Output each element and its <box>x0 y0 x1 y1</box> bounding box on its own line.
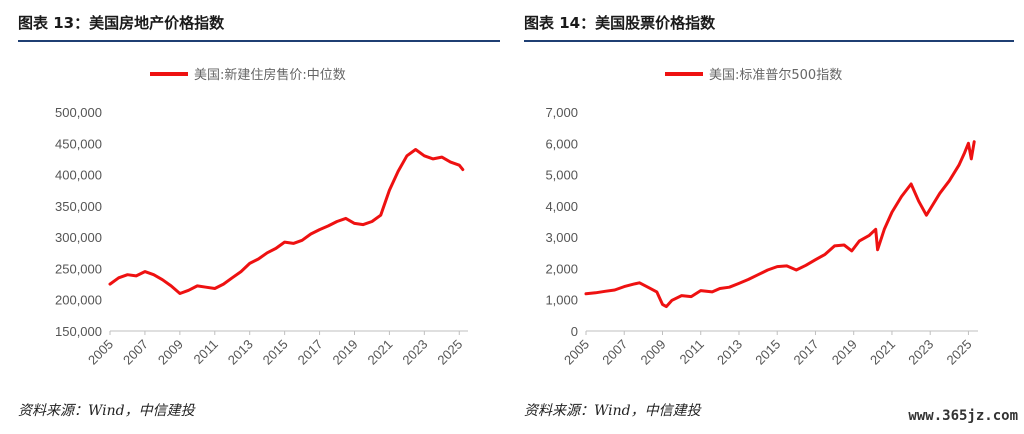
chart-1-x-tick-label: 2023 <box>399 337 430 368</box>
chart-2-x-tick-label: 2023 <box>905 337 936 368</box>
chart-1-y-tick-label: 350,000 <box>55 199 102 214</box>
chart-1-y-tick-label: 300,000 <box>55 230 102 245</box>
chart-13-title: 图表 13：美国房地产价格指数 <box>18 14 225 32</box>
chart-14-source: 资料来源：Wind，中信建投 <box>524 403 701 419</box>
chart-2-x-tick-label: 2025 <box>944 337 975 368</box>
chart-1-y-tick-label: 500,000 <box>55 105 102 120</box>
chart-1-legend-label: 美国:新建住房售价:中位数 <box>194 67 346 83</box>
chart-2-x-tick-label: 2011 <box>676 337 706 367</box>
chart-2-y-tick-label: 7,000 <box>545 105 578 120</box>
chart-2-legend-label: 美国:标准普尔500指数 <box>709 68 842 83</box>
chart-2-x-tick-label: 2019 <box>829 337 860 368</box>
chart-1-x-tick-label: 2007 <box>120 337 151 368</box>
chart-1-x-tick-label: 2025 <box>434 337 465 368</box>
chart-13-title-rule <box>18 40 500 42</box>
chart-1-x-tick-label: 2009 <box>155 337 186 368</box>
watermark: www.365jz.com <box>908 408 1018 424</box>
chart-1-y-tick-label: 200,000 <box>55 293 102 308</box>
chart-1-x-tick-label: 2021 <box>364 337 395 368</box>
chart-2-series-line <box>584 140 976 309</box>
chart-1-y-tick-label: 450,000 <box>55 136 102 151</box>
chart-2-x-tick-label: 2009 <box>638 337 669 368</box>
chart-1-x-tick-label: 2011 <box>191 337 221 367</box>
chart-1-x-tick-label: 2013 <box>225 337 256 368</box>
chart-2-x-tick-label: 2015 <box>752 337 783 368</box>
chart-14-title-rule <box>524 40 1014 42</box>
chart-1-x-tick-label: 2005 <box>85 337 116 368</box>
chart-1-x-tick-label: 2017 <box>295 337 326 368</box>
chart-2-x-tick-label: 2005 <box>561 337 592 368</box>
chart-14-title: 图表 14：美国股票价格指数 <box>524 14 716 32</box>
chart-2-x-tick-label: 2017 <box>791 337 822 368</box>
chart-2-y-tick-label: 2,000 <box>545 261 578 276</box>
chart-1-y-tick-label: 150,000 <box>55 324 102 339</box>
chart-1-series-line <box>108 148 465 295</box>
chart-2-y-tick-label: 1,000 <box>545 293 578 308</box>
chart-13-source: 资料来源：Wind，中信建投 <box>18 403 195 419</box>
chart-1-y-tick-label: 250,000 <box>55 261 102 276</box>
chart-2-x-tick-label: 2013 <box>714 337 745 368</box>
chart-2-y-tick-label: 0 <box>571 324 578 339</box>
chart-2-y-tick-label: 4,000 <box>545 199 578 214</box>
chart-2-y-tick-label: 6,000 <box>545 136 578 151</box>
chart-2-y-tick-label: 3,000 <box>545 230 578 245</box>
chart-2-y-tick-label: 5,000 <box>545 168 578 183</box>
chart-1-x-tick-label: 2019 <box>330 337 361 368</box>
chart-1-y-tick-label: 400,000 <box>55 168 102 183</box>
chart-2-x-tick-label: 2007 <box>599 337 630 368</box>
chart-2-x-tick-label: 2021 <box>867 337 898 368</box>
chart-1-x-tick-label: 2015 <box>260 337 291 368</box>
